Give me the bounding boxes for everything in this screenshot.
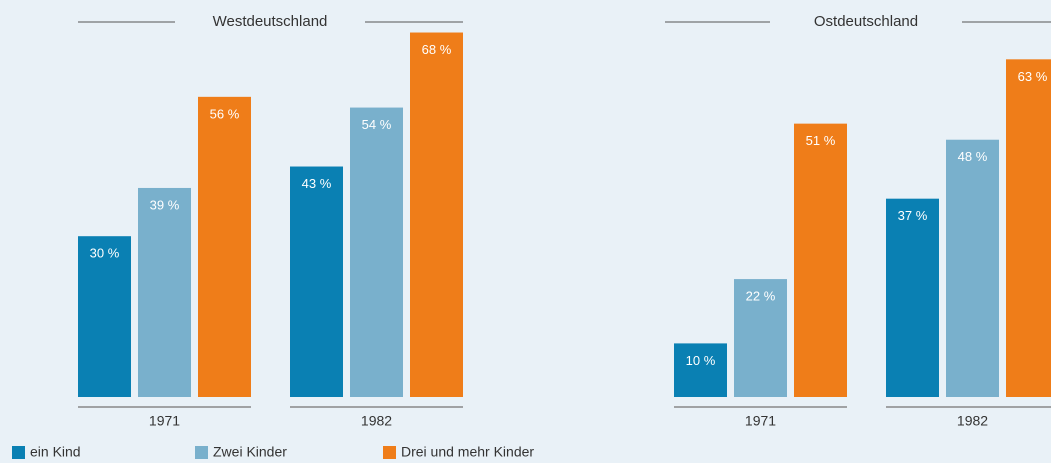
legend-label: ein Kind bbox=[30, 444, 81, 460]
value-label: 43 % bbox=[302, 176, 332, 191]
value-label: 22 % bbox=[746, 289, 776, 304]
value-label: 39 % bbox=[150, 197, 180, 212]
legend-label: Zwei Kinder bbox=[213, 444, 287, 460]
value-label: 63 % bbox=[1018, 69, 1048, 84]
value-label: 10 % bbox=[686, 353, 716, 368]
bar bbox=[946, 139, 999, 397]
bar bbox=[198, 96, 251, 397]
value-label: 37 % bbox=[898, 208, 928, 223]
x-tick-label: 1982 bbox=[361, 413, 392, 429]
bar bbox=[674, 343, 727, 397]
bar bbox=[138, 187, 191, 397]
bar bbox=[78, 236, 131, 397]
value-label: 30 % bbox=[90, 246, 120, 261]
legend-swatch bbox=[383, 446, 396, 459]
bar bbox=[290, 166, 343, 397]
value-label: 51 % bbox=[806, 133, 836, 148]
value-label: 48 % bbox=[958, 149, 988, 164]
legend-swatch bbox=[195, 446, 208, 459]
bar bbox=[1006, 59, 1051, 397]
panel-title: Westdeutschland bbox=[213, 13, 328, 30]
bar bbox=[886, 198, 939, 397]
value-label: 56 % bbox=[210, 106, 240, 121]
x-tick-label: 1982 bbox=[957, 413, 988, 429]
bar bbox=[410, 32, 463, 398]
legend-swatch bbox=[12, 446, 25, 459]
bar bbox=[350, 107, 403, 397]
legend-label: Drei und mehr Kinder bbox=[401, 444, 534, 460]
x-tick-label: 1971 bbox=[745, 413, 776, 429]
value-label: 54 % bbox=[362, 117, 392, 132]
value-label: 68 % bbox=[422, 42, 452, 57]
panel-title: Ostdeutschland bbox=[814, 13, 918, 30]
x-tick-label: 1971 bbox=[149, 413, 180, 429]
bar bbox=[794, 123, 847, 397]
bar bbox=[734, 279, 787, 397]
